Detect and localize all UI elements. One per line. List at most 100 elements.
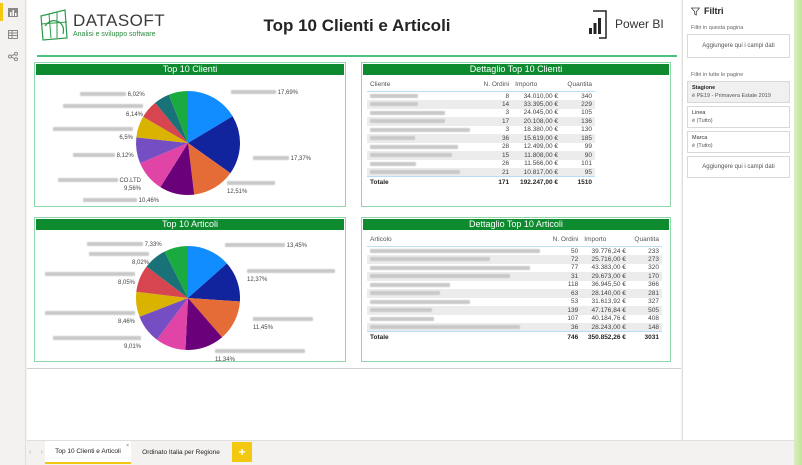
datasoft-logo: DATASOFT Analisi e sviluppo software (39, 8, 165, 42)
dettaglio-clienti-table: Cliente N. Ordini Importo Quantita 8 34.0… (367, 79, 595, 188)
pie-label: 6,14% (51, 103, 143, 119)
tab-prev-icon[interactable]: ‹ (29, 449, 32, 456)
pie-label: 17,69% (231, 89, 298, 97)
pie-label: 11,45% (253, 316, 313, 332)
tab-ordinato-italia-regione[interactable]: Ordinato Italia per Regione (133, 441, 229, 464)
table-row[interactable]: 3 18.380,00 €130 (367, 126, 595, 135)
pie-label: 13,45% (225, 242, 307, 250)
canvas-bottom-divider (27, 368, 681, 369)
tab-label: Top 10 Clienti e Articoli (55, 448, 121, 455)
column-header[interactable]: N. Ordini (547, 234, 582, 247)
table-row[interactable]: 107 40.184,76 €408 (367, 315, 662, 324)
column-header[interactable]: Articolo (367, 234, 547, 247)
table-row[interactable]: 26 11.566,00 €101 (367, 160, 595, 169)
table-row[interactable]: 50 39.776,24 €233 (367, 247, 662, 256)
header-divider (37, 55, 677, 57)
table-total-row: Totale 171 192.247,00 €1510 (367, 176, 595, 188)
column-header[interactable]: Importo (512, 79, 561, 92)
table-row[interactable]: 72 25.716,00 €273 (367, 255, 662, 264)
pie-label: 9,01% (45, 335, 141, 351)
filter-card-value: è PE19 - Primavera Estate 2019 (692, 93, 771, 99)
card-title: Dettaglio Top 10 Clienti (363, 64, 669, 75)
dettaglio-clienti-card[interactable]: Dettaglio Top 10 Clienti Cliente N. Ordi… (361, 62, 671, 207)
column-header[interactable]: Quantita (561, 79, 595, 92)
table-row[interactable]: 31 29.673,00 €170 (367, 272, 662, 281)
datasoft-logo-icon (40, 9, 68, 41)
pie-label: 8,46% (39, 310, 135, 326)
model-view-button[interactable] (0, 45, 26, 67)
filters-this-page-label: Filtri in questa pagina (691, 25, 744, 31)
report-view-button[interactable] (0, 1, 26, 23)
table-row[interactable]: 28 12.499,00 €99 (367, 143, 595, 152)
tab-nav: ‹ › (27, 449, 45, 456)
filter-card-name: Marca (692, 135, 708, 141)
pie-label: 6,5% (41, 126, 133, 142)
top-articoli-pie-chart[interactable] (134, 244, 242, 352)
pie-label: 8,12% (73, 152, 134, 160)
filter-card-marca[interactable]: Marca è (Tutto) (687, 131, 790, 153)
bar-chart-icon (8, 7, 18, 17)
add-fields-drop-zone-page[interactable]: Aggiungere qui i campi dati (687, 34, 790, 58)
column-header[interactable]: Quantita (628, 234, 662, 247)
filter-card-name: Linea (692, 110, 706, 116)
filter-card-value: è (Tutto) (692, 118, 713, 124)
filter-pane-title: Filtri (704, 6, 724, 16)
tab-next-icon[interactable]: › (40, 449, 43, 456)
logo-name: DATASOFT (73, 10, 166, 30)
top-articoli-pie-card[interactable]: Top 10 Articoli 13,45% 12,37% 11,45% (34, 217, 346, 364)
top-clienti-pie-card[interactable]: Top 10 Clienti 17,69% 17,37% 12,51% (34, 62, 346, 207)
powerbi-logo: Power BI (587, 8, 664, 40)
column-header[interactable]: Cliente (367, 79, 477, 92)
filter-icon (691, 7, 700, 16)
table-row[interactable]: 139 47.176,84 €505 (367, 306, 662, 315)
data-view-button[interactable] (0, 23, 26, 45)
table-row[interactable]: 63 28.140,00 €281 (367, 289, 662, 298)
card-title: Top 10 Clienti (36, 64, 344, 75)
powerbi-label: Power BI (615, 17, 664, 31)
pie-label: 10,46% (83, 197, 159, 205)
filter-card-name: Stagione (692, 85, 716, 91)
logo-subtitle: Analisi e sviluppo software (73, 30, 156, 38)
table-row[interactable]: 77 43.383,00 €320 (367, 264, 662, 273)
table-row[interactable]: 14 33.395,00 €229 (367, 100, 595, 109)
table-row[interactable]: 17 20.108,00 €136 (367, 117, 595, 126)
pie-label: 12,51% (227, 180, 275, 196)
tab-top-10-clienti-articoli[interactable]: Top 10 Clienti e Articoli × (45, 441, 131, 464)
pie-label: 7,33% (87, 241, 162, 249)
model-icon (8, 51, 18, 61)
table-icon (8, 29, 18, 39)
dettaglio-articoli-card[interactable]: Dettaglio Top 10 Articoli Articolo N. Or… (361, 217, 671, 362)
table-row[interactable]: 36 28.243,00 €148 (367, 323, 662, 332)
filter-card-stagione[interactable]: Stagione è PE19 - Primavera Estate 2019 (687, 81, 790, 103)
top-clienti-pie-chart[interactable] (134, 89, 242, 197)
pie-label: 6,02% (80, 91, 145, 99)
filter-card-value: è (Tutto) (692, 143, 713, 149)
column-header[interactable]: Importo (581, 234, 629, 247)
filter-card-linea[interactable]: Linea è (Tutto) (687, 106, 790, 128)
table-row[interactable]: 3 24.045,00 €105 (367, 109, 595, 118)
table-row[interactable]: 15 11.808,00 €90 (367, 151, 595, 160)
card-title: Dettaglio Top 10 Articoli (363, 219, 669, 230)
table-row[interactable]: 8 34.010,00 €340 (367, 92, 595, 101)
table-row[interactable]: 36 15.619,00 €185 (367, 134, 595, 143)
powerbi-icon (589, 10, 607, 39)
tab-label: Ordinato Italia per Regione (142, 449, 220, 456)
pie-label: 8,05% (39, 271, 135, 287)
add-page-button[interactable]: + (232, 442, 252, 462)
filters-all-pages-label: Filtri in tutte le pagine (691, 72, 744, 78)
pie-label: 8,02% (55, 251, 149, 267)
window-edge (794, 0, 802, 465)
pie-label: 11,34% (215, 348, 305, 364)
column-header[interactable]: N. Ordini (477, 79, 513, 92)
table-row[interactable]: 118 36.945,50 €366 (367, 281, 662, 290)
table-row[interactable]: 53 31.613,92 €327 (367, 298, 662, 307)
close-icon[interactable]: × (126, 443, 129, 449)
page-title: Top 10 Clienti e Articoli (263, 16, 451, 35)
pie-label: 12,37% (247, 268, 335, 284)
report-canvas: DATASOFT Analisi e sviluppo software Top… (27, 0, 681, 440)
pie-label: CO.LTD 9,56% (41, 177, 141, 193)
table-row[interactable]: 21 10.817,00 €95 (367, 168, 595, 177)
pie-label: 17,37% (253, 155, 311, 163)
add-fields-drop-zone-all[interactable]: Aggiungere qui i campi dati (687, 156, 790, 178)
